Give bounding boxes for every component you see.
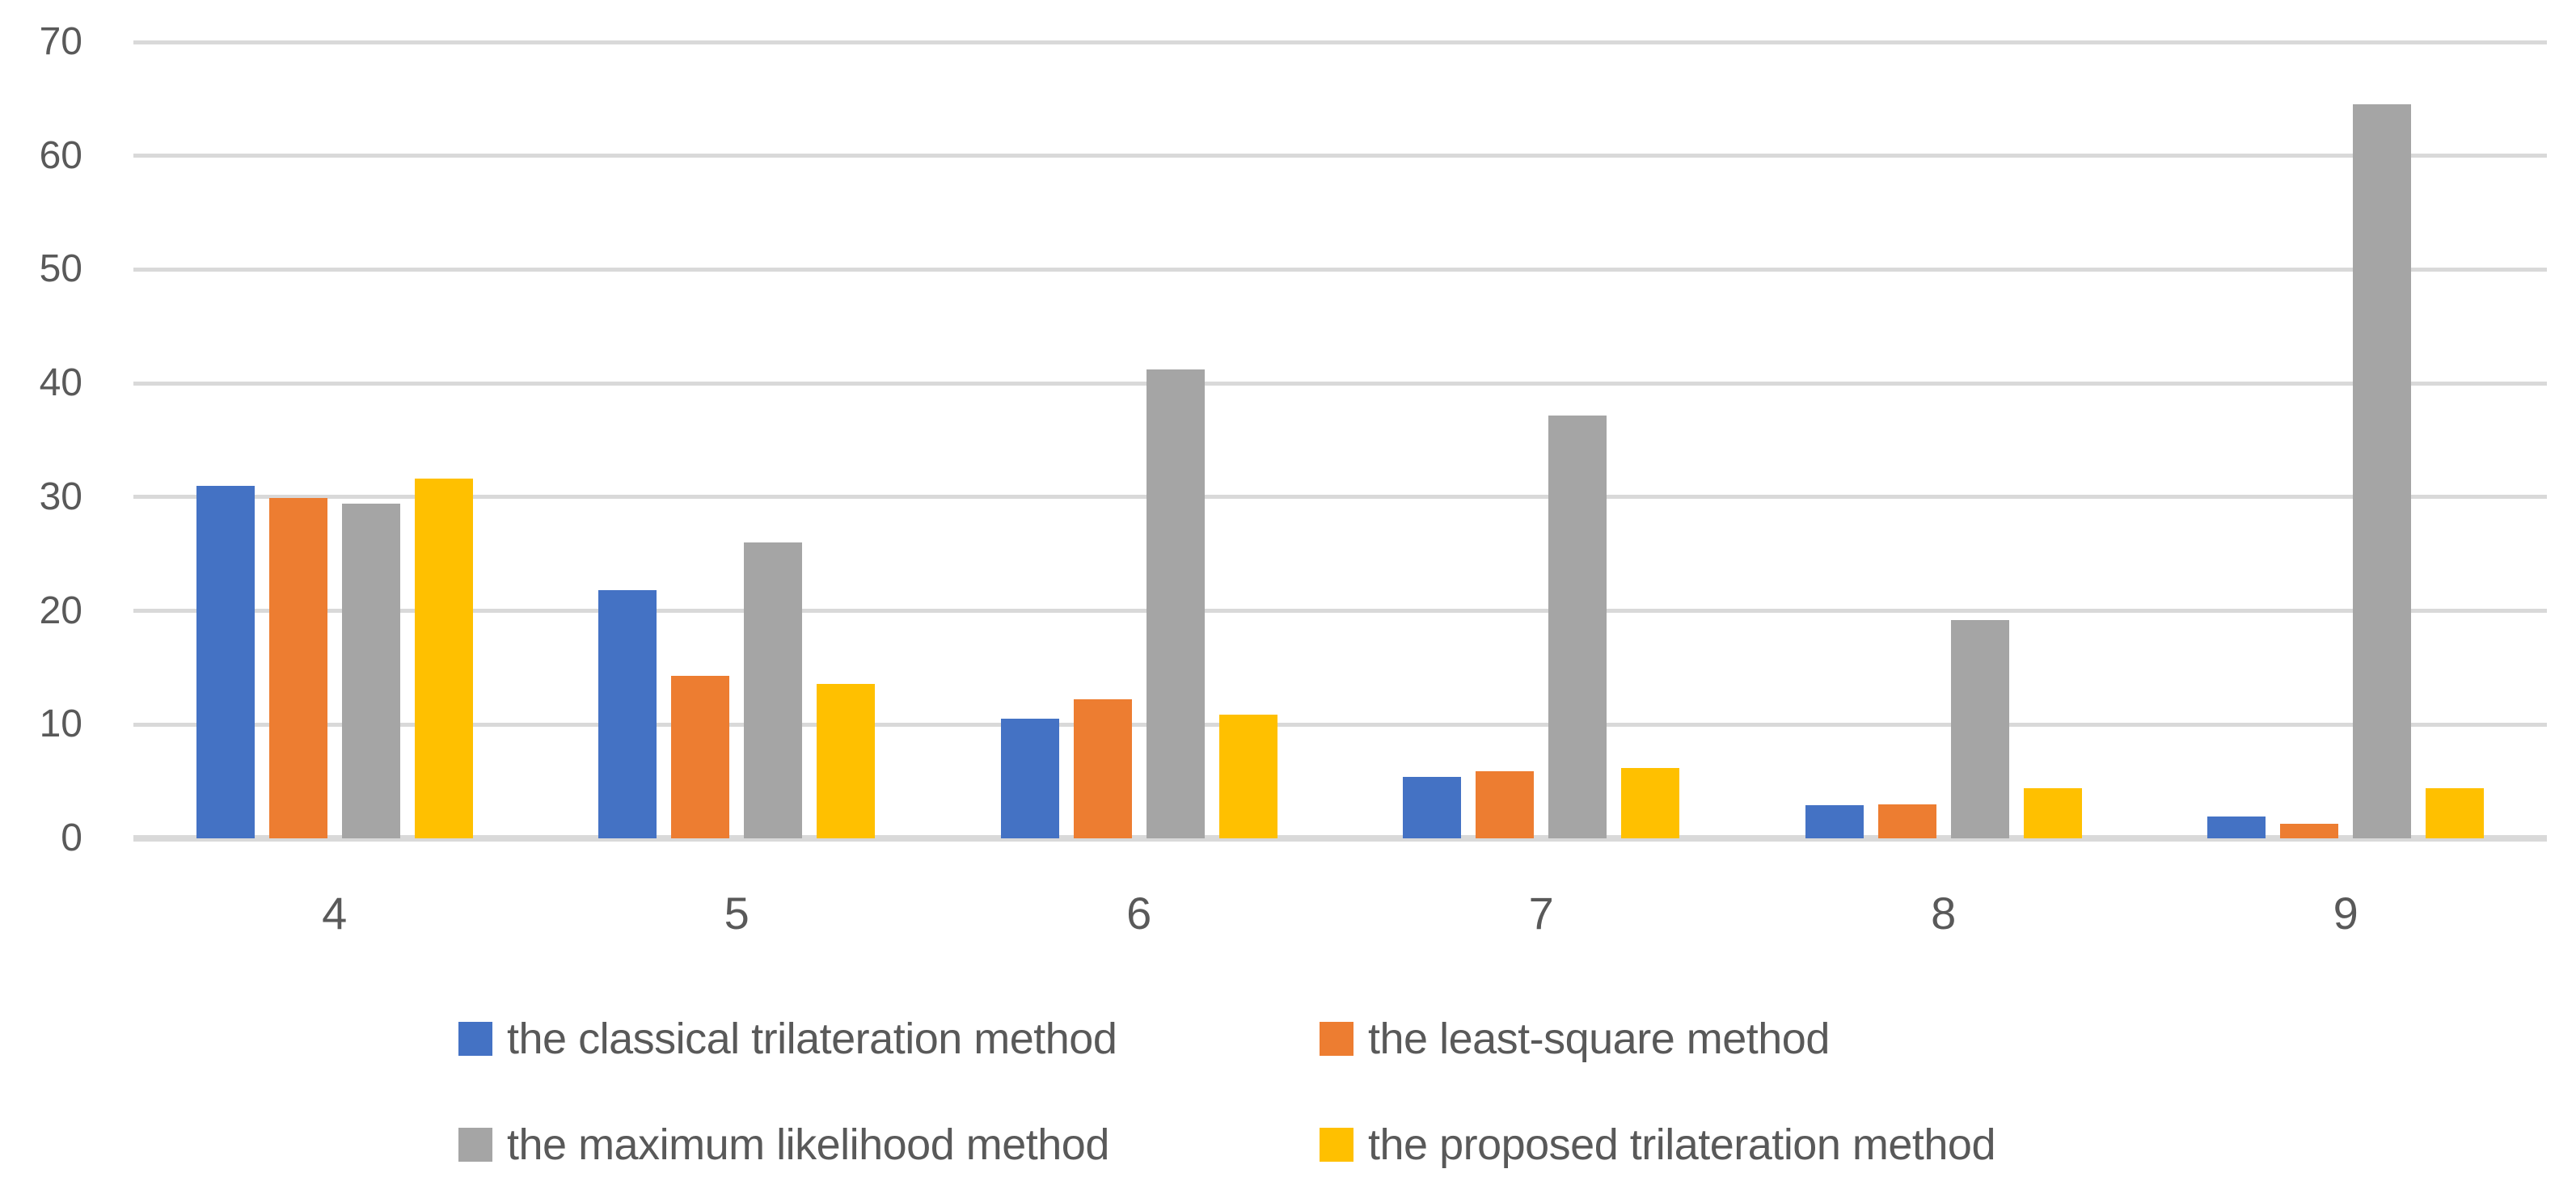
bar	[196, 485, 255, 838]
bar	[2280, 823, 2339, 838]
bar	[1877, 804, 1936, 838]
bar	[744, 542, 803, 838]
y-axis-tick-label: 0	[61, 817, 82, 859]
bar	[1476, 770, 1535, 838]
bar	[1146, 369, 1205, 838]
bar	[1805, 805, 1864, 838]
gridline	[133, 722, 2547, 727]
bar	[1548, 415, 1607, 838]
bar	[817, 683, 876, 838]
gridline	[133, 154, 2547, 158]
gridline	[133, 267, 2547, 272]
bar	[671, 675, 730, 838]
y-axis-tick-label: 30	[39, 475, 82, 518]
bar	[2207, 817, 2266, 838]
legend-item-label: the proposed trilateration method	[1368, 1120, 1996, 1169]
legend-item: the least-square method	[1320, 1015, 1830, 1063]
x-axis-tick-label: 8	[1931, 888, 1957, 939]
bar	[1403, 777, 1462, 838]
y-axis-tick-label: 40	[39, 361, 82, 405]
bar	[1950, 619, 2009, 838]
x-axis-tick-label: 9	[2333, 888, 2359, 939]
bar	[2426, 788, 2485, 838]
y-axis-tick-label: 50	[39, 247, 82, 291]
legend-item-label: the maximum likelihood method	[507, 1120, 1109, 1169]
bar	[1073, 699, 1132, 838]
legend-item: the proposed trilateration method	[1320, 1120, 1996, 1169]
bar	[2023, 788, 2082, 838]
bar	[1621, 767, 1680, 838]
y-axis-tick-label: 10	[39, 703, 82, 746]
x-axis-line	[133, 835, 2547, 842]
x-axis-tick-label: 5	[724, 888, 750, 939]
legend-item: the classical trilateration method	[458, 1015, 1117, 1063]
y-axis-tick-label: 70	[39, 20, 82, 63]
legend-item-label: the least-square method	[1368, 1015, 1830, 1063]
bar	[2353, 104, 2412, 838]
gridline	[133, 609, 2547, 614]
legend-swatch-icon	[458, 1128, 492, 1162]
bar	[414, 479, 473, 838]
x-axis-tick-label: 4	[322, 888, 348, 939]
bar	[1000, 719, 1059, 838]
gridline	[133, 381, 2547, 386]
legend-item-label: the classical trilateration method	[507, 1015, 1117, 1063]
legend-swatch-icon	[1320, 1022, 1353, 1056]
x-axis-tick-label: 6	[1126, 888, 1152, 939]
bar	[1218, 714, 1277, 838]
bar	[598, 590, 657, 838]
y-axis-tick-label: 60	[39, 133, 82, 177]
legend-swatch-icon	[1320, 1128, 1353, 1162]
bar	[341, 504, 400, 838]
gridline	[133, 495, 2547, 500]
y-axis-tick-label: 20	[39, 589, 82, 632]
legend-item: the maximum likelihood method	[458, 1120, 1109, 1169]
x-axis-tick-label: 7	[1528, 888, 1554, 939]
gridline	[133, 40, 2547, 44]
bar	[268, 498, 327, 838]
legend-swatch-icon	[458, 1022, 492, 1056]
